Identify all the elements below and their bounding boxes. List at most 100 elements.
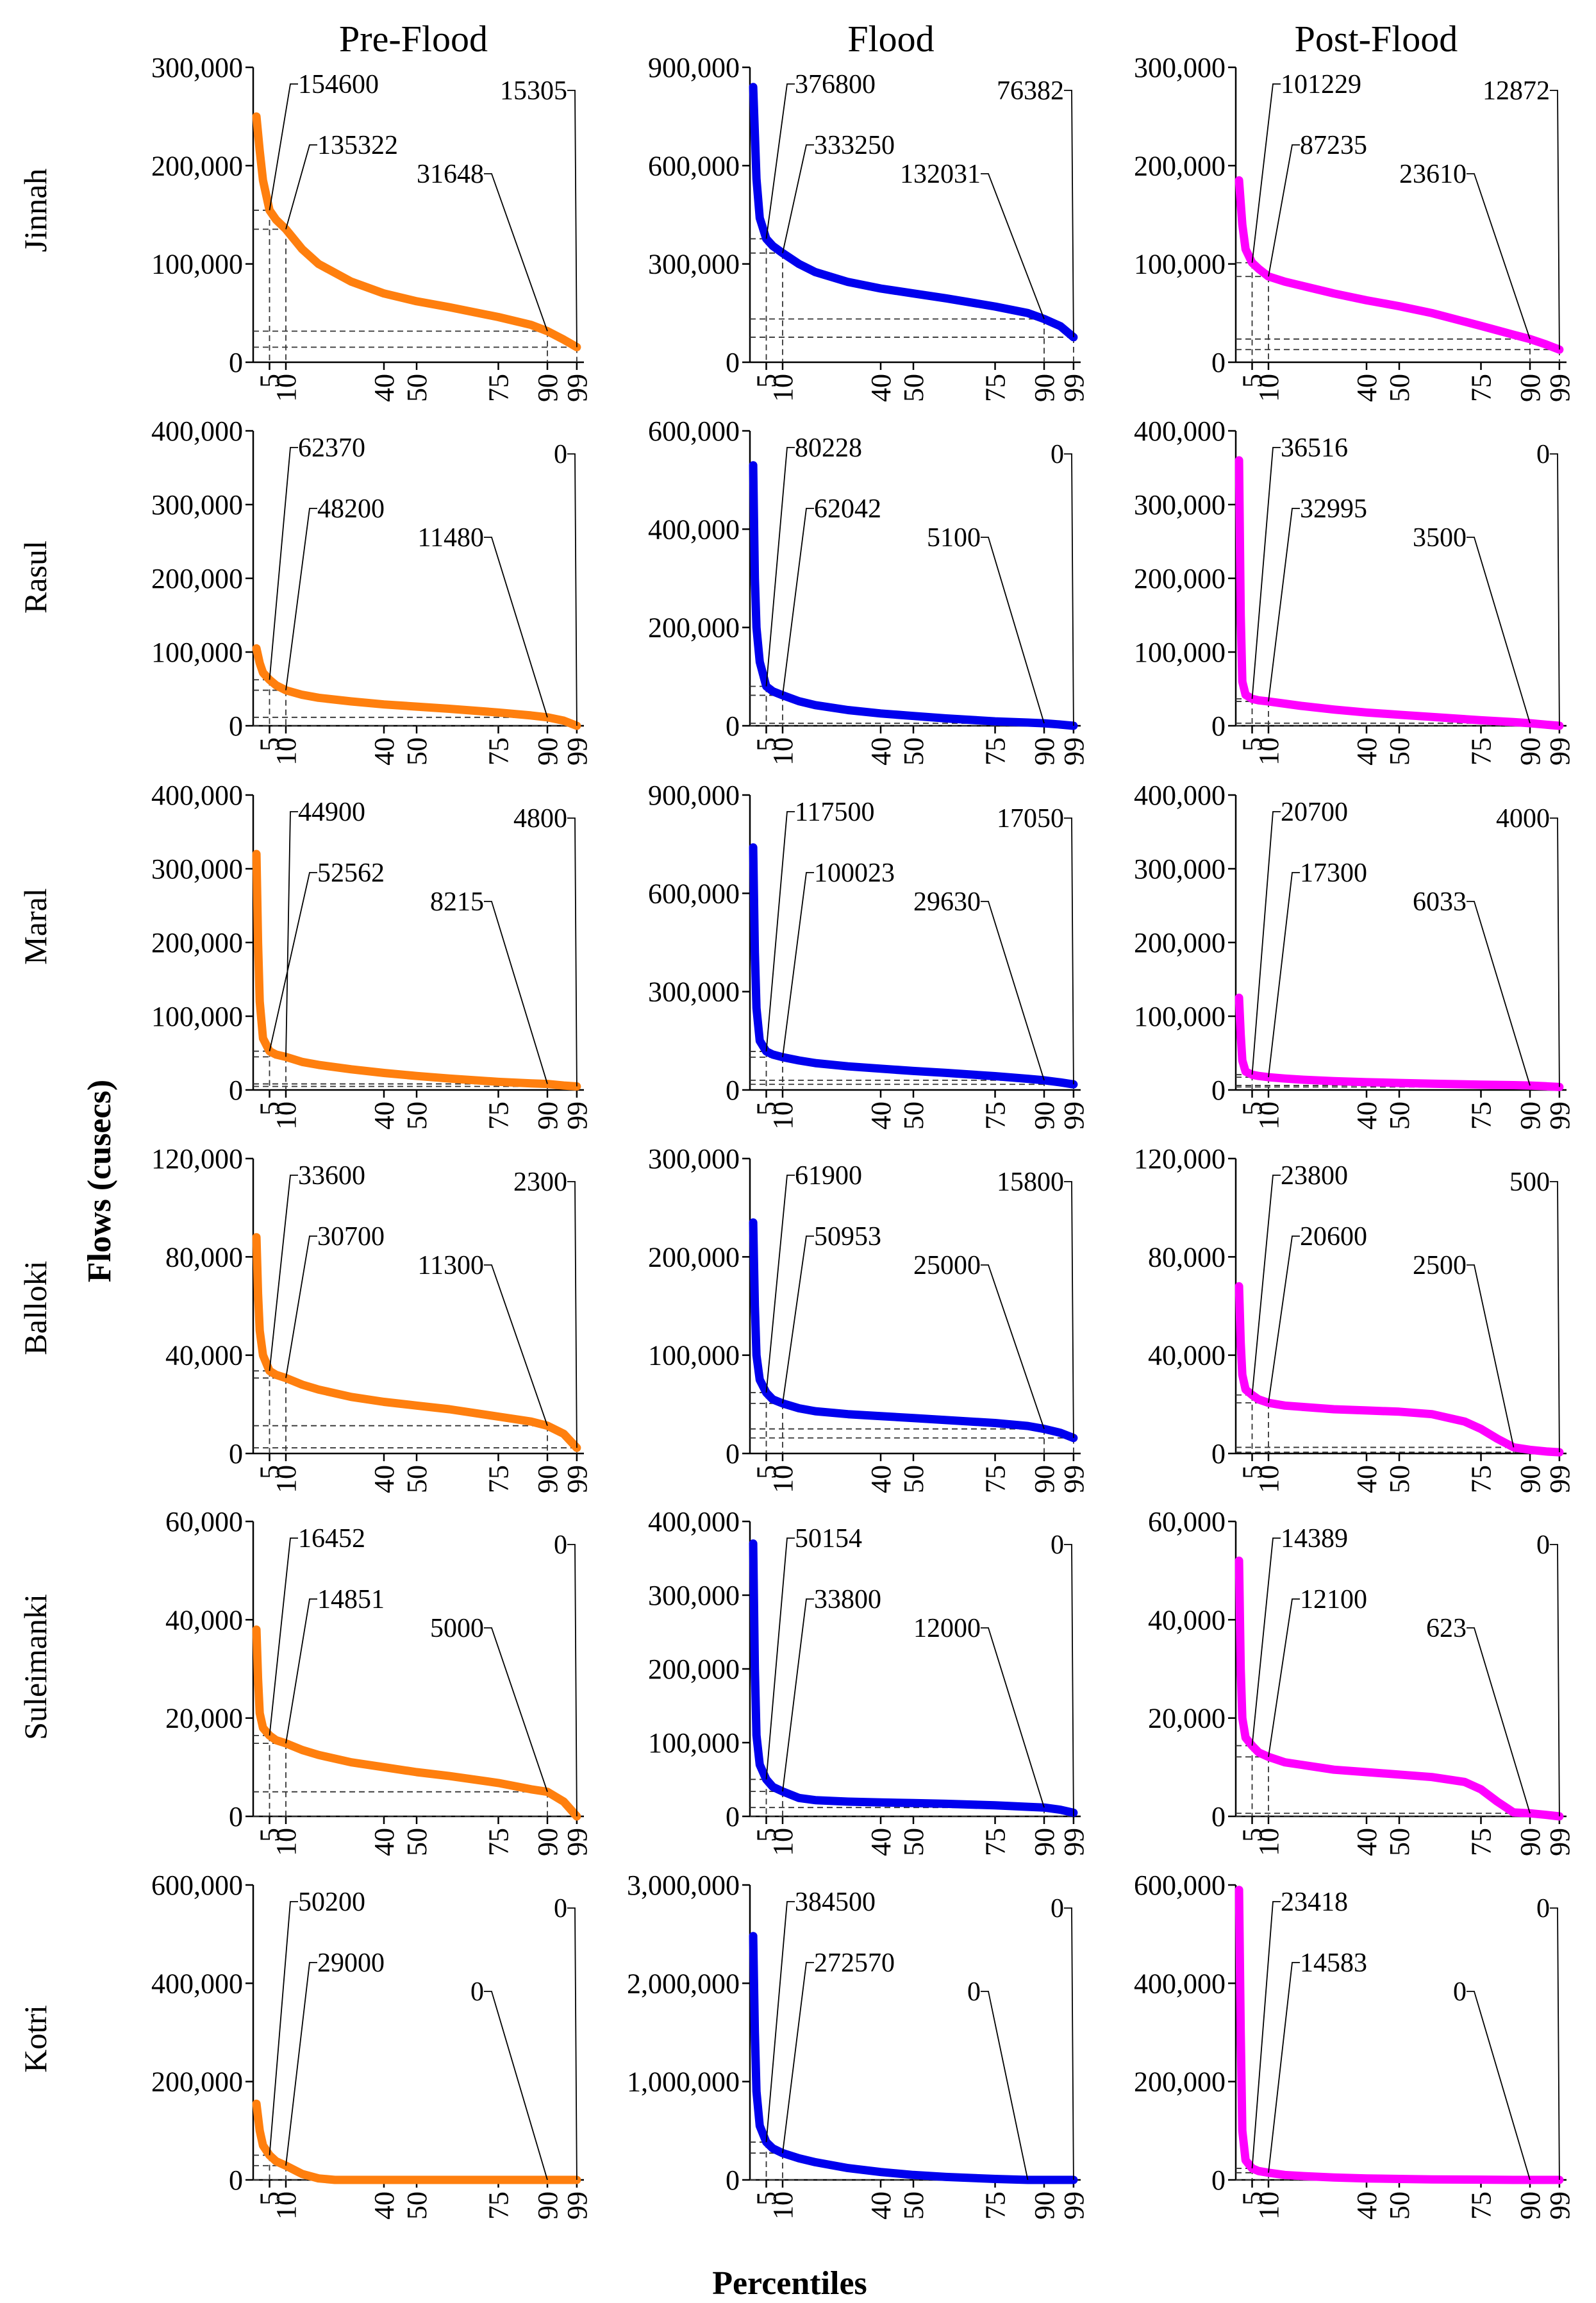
annotation-leader-line: [1251, 1175, 1281, 1395]
annotation-label: 4800: [513, 804, 567, 833]
annotation-label: 87235: [1300, 131, 1367, 160]
y-tick-label: 80,000: [165, 1241, 243, 1273]
x-tick-label: 50: [1384, 1101, 1415, 1130]
x-tick-label: 75: [980, 1828, 1011, 1856]
x-tick-label: 40: [865, 2191, 897, 2220]
x-tick-label: 10: [270, 374, 302, 402]
y-tick-label: 300,000: [648, 249, 740, 280]
annotation-leader-line: [484, 1627, 548, 1792]
x-tick-label: 90: [532, 1465, 563, 1493]
duration-curve-kotri-post-flood: [1234, 1886, 1564, 2184]
x-tick-label: 99: [561, 1101, 593, 1130]
annotation-leader-line: [782, 508, 814, 696]
annotation-leader-line: [1467, 1264, 1515, 1448]
x-tick-label: 40: [865, 1101, 897, 1130]
annotation-label: 0: [554, 440, 567, 469]
annotation-leader-line: [1550, 1907, 1560, 2181]
x-tick-label: 5: [254, 2191, 286, 2206]
annotation-label: 0: [1051, 440, 1064, 469]
x-tick-label: 99: [1058, 2191, 1090, 2220]
annotation-leader-line: [1064, 1181, 1074, 1438]
annotation-label: 0: [1453, 1977, 1467, 2007]
x-tick-label: 75: [1466, 1101, 1497, 1130]
x-tick-label: 50: [1384, 1828, 1415, 1856]
annotation-label: 44900: [298, 798, 365, 827]
x-tick-label: 99: [1544, 1828, 1575, 1856]
x-tick-label: 90: [1515, 1465, 1546, 1493]
y-tick-label: 1,000,000: [627, 2066, 740, 2098]
y-axis-title: Flows (cusecs): [81, 1080, 118, 1282]
y-tick-label: 100,000: [151, 249, 243, 280]
y-tick-label: 0: [726, 2165, 740, 2196]
y-tick-label: 0: [229, 1438, 243, 1470]
annotation-leader-line: [484, 173, 548, 331]
x-tick-label: 50: [898, 1101, 929, 1130]
annotation-leader-line: [285, 144, 317, 230]
y-tick-label: 0: [1211, 1438, 1226, 1470]
duration-curve-kotri-pre-flood: [252, 2099, 581, 2184]
annotation-label: 0: [1536, 1530, 1550, 1560]
annotation-leader-line: [1550, 90, 1560, 350]
annotation-leader-line: [1467, 1991, 1531, 2181]
annotation-label: 272570: [814, 1948, 895, 1978]
x-tick-label: 40: [369, 1465, 400, 1493]
annotation-label: 135322: [317, 131, 398, 160]
y-tick-label: 0: [1211, 710, 1226, 742]
x-tick-label: 99: [1058, 737, 1090, 766]
x-tick-label: 5: [751, 1465, 783, 1479]
x-tick-label: 99: [1058, 1465, 1090, 1493]
x-tick-label: 99: [561, 374, 593, 402]
y-tick-label: 0: [726, 347, 740, 378]
x-tick-label: 40: [1351, 2191, 1383, 2220]
annotation-label: 62042: [814, 494, 881, 524]
annotation-label: 12100: [1300, 1585, 1367, 1614]
x-tick-label: 90: [532, 374, 563, 402]
annotation-label: 15305: [500, 76, 567, 106]
y-tick-label: 0: [726, 1075, 740, 1106]
duration-curve-suleimanki-flood: [749, 1539, 1078, 1817]
x-tick-label: 50: [1384, 1465, 1415, 1493]
x-tick-label: 90: [1515, 1828, 1546, 1856]
annotation-label: 14389: [1281, 1524, 1348, 1553]
annotation-label: 101229: [1281, 70, 1361, 99]
annotation-leader-line: [567, 1907, 578, 2181]
x-tick-label: 50: [401, 374, 433, 402]
annotation-label: 100023: [814, 858, 895, 888]
annotation-leader-line: [285, 1598, 317, 1744]
annotation-leader-line: [1268, 1235, 1300, 1403]
y-tick-label: 20,000: [1148, 1703, 1226, 1734]
x-tick-label: 90: [1515, 1101, 1546, 1130]
annotation-label: 12000: [913, 1614, 981, 1643]
x-tick-label: 5: [751, 737, 783, 751]
x-tick-label: 50: [401, 1101, 433, 1130]
y-tick-label: 200,000: [151, 927, 243, 959]
y-tick-label: 40,000: [165, 1340, 243, 1371]
y-tick-label: 900,000: [648, 780, 740, 811]
x-tick-label: 40: [865, 374, 897, 402]
annotation-leader-line: [1251, 1901, 1281, 2169]
annotation-leader-line: [1268, 508, 1300, 702]
x-tick-label: 90: [1029, 1828, 1060, 1856]
x-tick-label: 5: [751, 2191, 783, 2206]
y-tick-label: 0: [1211, 2165, 1226, 2196]
annotation-label: 12872: [1483, 76, 1550, 106]
x-tick-label: 75: [980, 737, 1011, 766]
y-tick-label: 300,000: [151, 853, 243, 885]
duration-curve-balloki-post-flood: [1234, 1282, 1564, 1457]
annotation-leader-line: [1550, 1544, 1560, 1817]
x-tick-label: 5: [254, 737, 286, 751]
annotation-leader-line: [765, 83, 795, 239]
x-tick-label: 5: [1237, 737, 1268, 751]
annotation-leader-line: [1251, 83, 1281, 263]
x-tick-label: 10: [767, 1828, 799, 1856]
y-tick-label: 200,000: [1134, 150, 1226, 181]
annotation-leader-line: [1268, 872, 1300, 1078]
x-tick-label: 5: [254, 1101, 286, 1116]
x-tick-label: 90: [532, 1101, 563, 1130]
annotation-leader-line: [1251, 811, 1281, 1075]
row-label-maral: Maral: [17, 888, 53, 964]
y-tick-label: 300,000: [151, 52, 243, 83]
